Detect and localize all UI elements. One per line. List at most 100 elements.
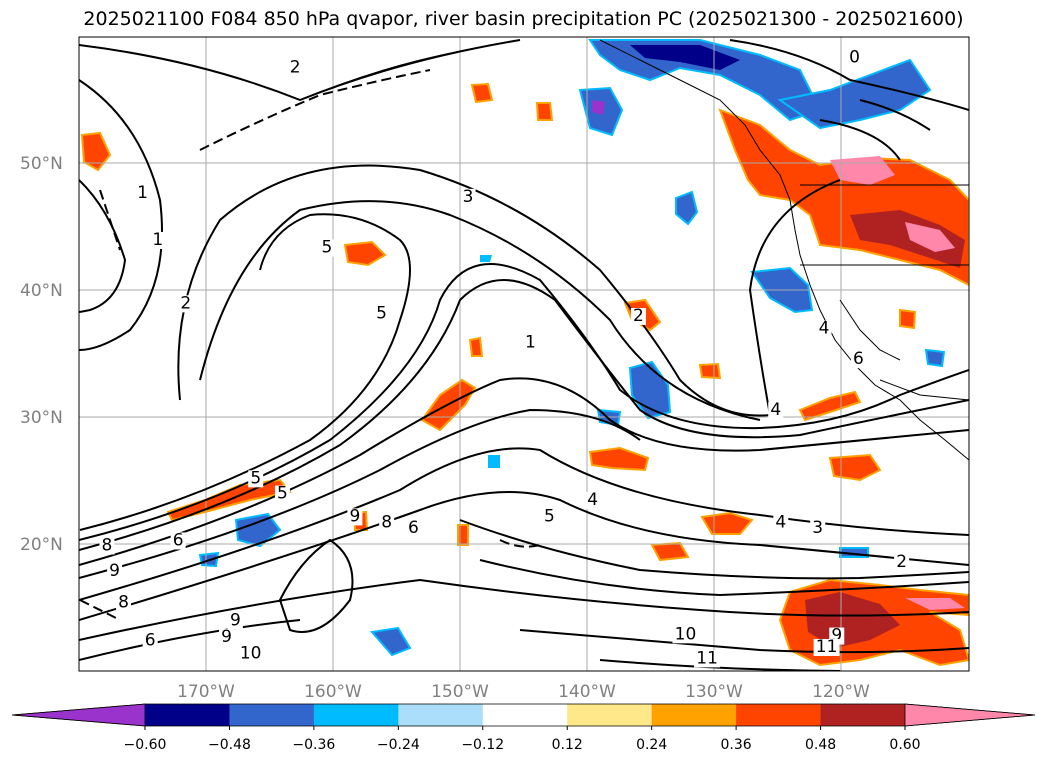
lat-label: 50°N — [20, 154, 63, 174]
colorbar-box — [651, 704, 737, 726]
precip-area — [588, 446, 650, 472]
precip-area — [924, 348, 946, 368]
contour-label: 0 — [849, 47, 860, 67]
colorbar-tick-label: −0.24 — [377, 737, 420, 753]
contour-label: 5 — [544, 506, 555, 526]
dashed-contours — [79, 69, 541, 621]
colorbar-box — [820, 704, 906, 726]
contour-label-background — [142, 632, 158, 650]
contour-label: 1 — [525, 333, 536, 353]
contour-label-background — [287, 59, 303, 77]
contour-label: 2 — [180, 293, 191, 313]
colorbar-tick-label: 0.48 — [805, 737, 836, 753]
latitude-axis: 50°N 40°N 30°N 20°N — [20, 154, 63, 555]
contour-label: 10 — [675, 624, 697, 644]
precip-area — [905, 598, 965, 610]
precip-area — [899, 308, 917, 330]
colorbar-extend-high — [904, 703, 1036, 727]
precip-area — [470, 82, 494, 104]
contour-label: 5 — [322, 238, 333, 258]
precip-area — [798, 390, 862, 422]
precip-area — [588, 39, 822, 122]
contour-label-background — [630, 308, 646, 326]
precip-area — [370, 626, 412, 657]
contour-label: 8 — [381, 513, 392, 533]
colorbar-tick-label: −0.60 — [124, 737, 167, 753]
lon-label: 160°W — [304, 682, 362, 702]
longitude-axis: 170°W 160°W 150°W 140°W 130°W 120°W — [177, 682, 870, 702]
precip-area — [828, 453, 882, 482]
contour-label: 9 — [349, 506, 360, 526]
lon-label: 170°W — [177, 682, 235, 702]
contour-label: 4 — [587, 490, 598, 510]
contour-label: 5 — [277, 484, 288, 504]
lat-label: 40°N — [20, 281, 63, 301]
contour-label-background — [107, 562, 123, 580]
precip-area — [535, 102, 554, 121]
contour-label-background — [237, 645, 264, 663]
contour-label-background — [218, 628, 234, 646]
contour-label: 9 — [109, 561, 120, 581]
precip-area — [234, 512, 282, 548]
lat-label: 30°N — [20, 408, 63, 428]
contour-label: 4 — [770, 400, 781, 420]
colorbar-tick-label: −0.12 — [461, 737, 504, 753]
contour-label-background — [850, 351, 866, 369]
map-title: 2025021100 F084 850 hPa qvapor, river ba… — [83, 8, 964, 30]
lon-label: 150°W — [431, 682, 489, 702]
contour-label-background — [460, 188, 476, 206]
graticule — [79, 37, 969, 671]
contour-label-background — [248, 470, 264, 488]
contour-label: 2 — [896, 552, 907, 572]
contour-label: 2 — [633, 306, 644, 326]
contour-label-background — [178, 295, 194, 313]
contour-label: 6 — [853, 349, 864, 369]
precip-area — [630, 45, 740, 70]
contour-label: 3 — [812, 518, 823, 538]
contour-label-background — [379, 514, 395, 532]
precip-area — [905, 222, 955, 252]
precip-area — [675, 190, 699, 226]
contour-label-background — [541, 508, 557, 526]
contour-label: 6 — [173, 530, 184, 550]
negative-precip-fill — [198, 39, 946, 657]
precip-area — [850, 210, 965, 268]
map-background — [79, 37, 969, 671]
colorbar-tick-label: 0.12 — [552, 737, 583, 753]
contour-label: 8 — [102, 536, 113, 556]
contour-label-background — [768, 401, 784, 419]
contour-label-background — [319, 239, 335, 257]
colorbar-box — [482, 704, 568, 726]
contour-label: 8 — [118, 593, 129, 613]
contour-label-background — [773, 514, 789, 532]
colorbar-box — [229, 704, 315, 726]
precip-area — [698, 362, 722, 380]
contour-label-background — [816, 320, 832, 338]
colorbar-box — [145, 704, 230, 726]
colorbar-tick-label: −0.48 — [208, 737, 251, 753]
contour-label: 9 — [831, 626, 842, 646]
precip-area — [488, 455, 500, 468]
colorbar-box — [313, 704, 399, 726]
precip-area — [468, 336, 484, 357]
precip-area — [480, 255, 492, 262]
colorbar-tick-label: 0.36 — [721, 737, 752, 753]
contour-label: 3 — [463, 187, 474, 207]
contour-label-background — [894, 554, 910, 572]
contour-label-background — [150, 231, 166, 249]
contour-label: 11 — [816, 637, 838, 657]
contour-label-background — [99, 537, 115, 555]
contour-label: 2 — [290, 58, 301, 78]
contour-label-background — [847, 49, 863, 67]
contour-label-background — [694, 650, 721, 668]
colorbar-extend-low — [11, 703, 146, 727]
colorbar-tick-label: 0.24 — [636, 737, 667, 753]
contour-label-background — [672, 626, 699, 644]
lon-label: 140°W — [558, 682, 616, 702]
contour-label: 6 — [408, 518, 419, 538]
map-frame — [78, 36, 970, 672]
colorbar-box — [567, 704, 653, 726]
